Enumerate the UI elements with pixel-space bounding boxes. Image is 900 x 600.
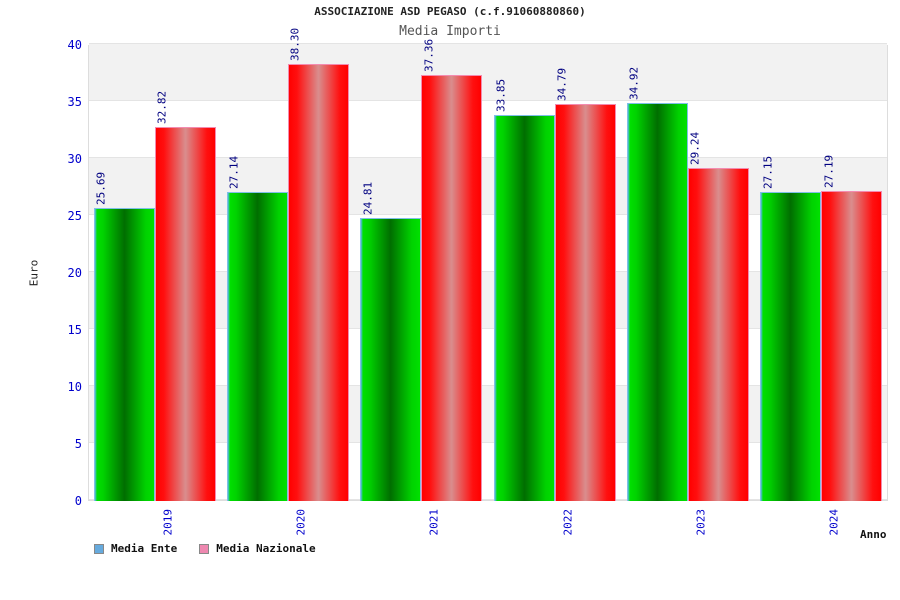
gridline — [89, 271, 887, 272]
bar-value-label: 24.81 — [361, 182, 375, 216]
bar-media-ente[interactable]: 33.85 — [493, 79, 555, 501]
bar-value-label: 37.36 — [422, 38, 436, 73]
bar-value-label: 34.92 — [627, 66, 641, 100]
legend-item[interactable]: Media Ente — [94, 542, 177, 555]
bar-value-label: 34.79 — [555, 68, 569, 102]
x-axis-ticks: 2019 2020 2021 2022 2023 2024 — [161, 509, 841, 536]
chart-subtitle: Media Importi — [399, 24, 501, 39]
bar-group: 27.14 38.30 — [221, 28, 354, 501]
gridline — [89, 214, 887, 215]
gridline — [89, 442, 887, 443]
bar-group: 27.15 27.19 — [755, 45, 888, 501]
plot-band — [89, 158, 887, 215]
plot-band — [89, 386, 887, 443]
y-tick-label: 40 — [67, 38, 82, 52]
bar-media-nazionale[interactable]: 38.30 — [287, 28, 349, 501]
bars-layer: 25.69 32.82 27.14 38.30 24.81 37.36 33.85 34.79… — [88, 28, 888, 501]
y-tick-label: 10 — [67, 380, 82, 394]
bar-value-label: 33.85 — [494, 79, 508, 113]
bar-value-label: 25.69 — [94, 172, 108, 206]
bar-value-label: 29.24 — [688, 131, 702, 165]
y-tick-label: 20 — [67, 266, 82, 280]
bar-media-ente[interactable]: 25.69 — [93, 172, 155, 501]
gridline — [89, 499, 887, 500]
x-axis-title: Anno — [860, 528, 887, 541]
bar-value-label: 27.14 — [227, 155, 241, 189]
plot-area — [88, 43, 888, 501]
bar-media-ente[interactable]: 27.14 — [226, 155, 288, 501]
plot-band — [89, 44, 887, 101]
y-tick-label: 30 — [67, 152, 82, 166]
y-tick-label: 0 — [74, 494, 82, 508]
gridline — [89, 43, 887, 44]
gridline — [89, 157, 887, 158]
gridline — [89, 100, 887, 101]
legend-swatch — [94, 543, 104, 554]
gridline — [89, 328, 887, 329]
chart-legend: Media Ente Media Nazionale — [94, 542, 316, 555]
bar-value-label: 27.15 — [761, 155, 775, 189]
bar-group: 25.69 32.82 — [88, 45, 221, 501]
y-tick-label: 5 — [74, 437, 82, 451]
y-tick-label: 35 — [67, 95, 82, 109]
legend-label: Media Ente — [111, 542, 178, 555]
legend-label: Media Nazionale — [216, 542, 316, 555]
bar-media-ente[interactable]: 34.92 — [626, 67, 688, 501]
legend-swatch — [199, 543, 210, 554]
bar-media-nazionale[interactable]: 32.82 — [154, 91, 216, 501]
plot-band — [89, 272, 887, 329]
bar-group: 24.81 37.36 — [355, 39, 488, 501]
bar-media-nazionale[interactable]: 34.79 — [554, 68, 616, 501]
chart-title: ASSOCIAZIONE ASD PEGASO (c.f.91060880860… — [314, 5, 586, 18]
bar-media-nazionale[interactable]: 27.19 — [821, 155, 883, 501]
bar-value-label: 38.30 — [288, 28, 302, 62]
bar-media-ente[interactable]: 27.15 — [760, 155, 822, 501]
bar-media-ente[interactable]: 24.81 — [360, 182, 422, 501]
bar-group: 33.85 34.79 — [488, 45, 621, 501]
bar-value-label: 32.82 — [155, 90, 169, 124]
bar-media-nazionale[interactable]: 37.36 — [421, 39, 483, 501]
bar-group: 34.92 29.24 — [621, 45, 754, 501]
y-tick-label: 15 — [67, 323, 82, 337]
y-axis-ticks: 0 5 10 15 20 25 30 35 40 — [20, 38, 82, 508]
y-tick-label: 25 — [67, 209, 82, 223]
gridline — [89, 385, 887, 386]
bar-value-label: 27.19 — [822, 154, 836, 189]
bar-media-nazionale[interactable]: 29.24 — [687, 132, 749, 501]
legend-item[interactable]: Media Nazionale — [199, 542, 316, 555]
y-axis-title: Euro — [27, 259, 41, 287]
